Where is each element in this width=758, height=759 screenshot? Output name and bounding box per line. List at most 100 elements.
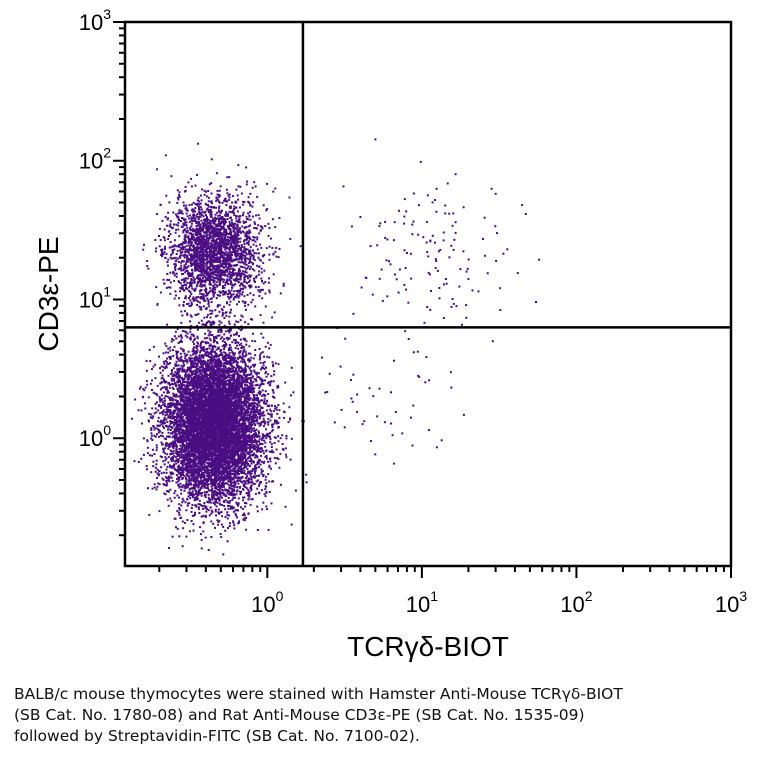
data-point (182, 454, 185, 457)
data-point (257, 430, 260, 433)
data-point (242, 422, 245, 424)
data-point (254, 445, 257, 448)
data-point (223, 446, 226, 449)
data-point (233, 333, 236, 336)
data-point (242, 434, 245, 437)
data-point (216, 334, 219, 337)
data-point (250, 431, 253, 433)
data-point (169, 465, 172, 468)
data-point (220, 331, 223, 334)
data-point (252, 357, 255, 360)
data-point (236, 480, 239, 483)
data-point (223, 368, 226, 371)
data-point (192, 375, 195, 378)
data-point (246, 452, 249, 455)
data-point (173, 437, 176, 440)
data-point (168, 403, 171, 406)
data-point (244, 480, 247, 483)
data-point (219, 427, 222, 430)
data-point (194, 313, 197, 316)
data-point (175, 462, 178, 465)
data-point (164, 360, 167, 362)
data-point (220, 453, 223, 456)
data-point (203, 337, 206, 340)
data-point (155, 401, 158, 404)
data-point (262, 364, 265, 367)
data-point (235, 460, 238, 463)
data-point (218, 393, 221, 396)
data-point (245, 465, 248, 468)
data-point (272, 480, 275, 483)
data-point (204, 516, 207, 518)
data-point (225, 416, 228, 419)
data-point (259, 352, 262, 355)
data-point (250, 380, 252, 383)
data-point (237, 378, 240, 381)
data-point (244, 459, 247, 462)
data-point (262, 383, 265, 385)
data-point (177, 464, 180, 467)
data-point (131, 417, 133, 420)
data-point (252, 468, 254, 470)
data-point (257, 392, 260, 395)
data-point (201, 397, 204, 400)
data-point (233, 448, 236, 451)
data-point (209, 489, 212, 492)
data-point (155, 488, 158, 491)
data-point (226, 353, 229, 356)
data-point (133, 460, 136, 463)
data-point (177, 423, 180, 426)
data-point (196, 337, 199, 340)
data-point (258, 358, 261, 361)
data-point (163, 484, 166, 486)
data-point (197, 471, 200, 474)
data-point (205, 323, 207, 326)
data-point (161, 377, 164, 380)
data-point (194, 350, 197, 353)
data-point (189, 482, 192, 485)
data-point (173, 492, 176, 495)
data-point (200, 538, 203, 541)
data-point (245, 384, 248, 387)
data-point (262, 336, 265, 339)
data-point (249, 397, 252, 400)
data-point (289, 417, 292, 420)
data-point (190, 446, 193, 449)
data-point (247, 457, 250, 460)
data-point (267, 393, 270, 396)
data-point (263, 422, 266, 425)
data-point (236, 378, 239, 381)
data-point (235, 411, 238, 414)
data-point (229, 445, 232, 447)
data-point (179, 482, 182, 485)
data-point (211, 354, 214, 357)
data-point (180, 334, 182, 337)
data-point (178, 391, 181, 394)
data-point (201, 375, 204, 378)
data-point (182, 394, 185, 397)
data-point (178, 511, 180, 514)
data-point (160, 365, 163, 368)
data-point (170, 458, 172, 461)
data-point (161, 443, 164, 446)
data-point (223, 504, 226, 507)
data-point (134, 398, 137, 401)
data-point (201, 383, 204, 386)
data-point (251, 418, 254, 421)
data-point (239, 391, 242, 394)
data-point (195, 480, 197, 483)
data-point (214, 475, 217, 478)
data-point (163, 426, 165, 429)
data-point (238, 344, 241, 346)
data-point (237, 428, 239, 431)
data-point (251, 391, 254, 394)
data-point (159, 371, 162, 374)
data-point (167, 409, 170, 411)
data-point (275, 422, 278, 425)
data-point (215, 348, 218, 351)
data-point (211, 511, 214, 513)
data-point (258, 440, 261, 443)
data-point (162, 483, 165, 486)
data-point (191, 473, 194, 476)
data-point (278, 466, 281, 469)
